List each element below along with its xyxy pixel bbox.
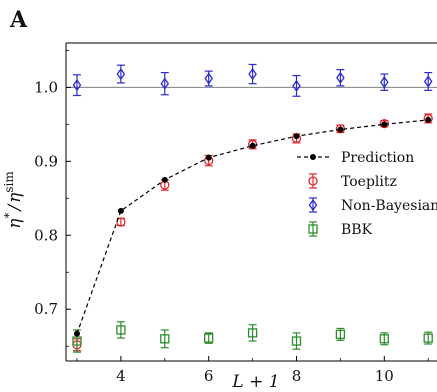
series-non-bayesian — [72, 63, 433, 97]
legend-entry-bbk: BBK — [308, 221, 373, 238]
x-tick-label: 8 — [292, 367, 302, 385]
non-bayesian-point — [380, 76, 389, 89]
prediction-point — [381, 121, 388, 128]
y-axis-label-sim: sim — [2, 171, 16, 193]
prediction-point — [425, 116, 432, 123]
bbk-point — [247, 328, 258, 338]
legend-swatch-marker — [308, 198, 318, 212]
x-tick-label: 10 — [375, 367, 394, 385]
svg-text:η*/ηsim: η*/ηsim — [2, 171, 25, 229]
legend-swatch-marker — [308, 176, 318, 186]
bbk-point — [291, 336, 302, 346]
prediction-point — [337, 126, 344, 133]
series-prediction — [73, 116, 432, 337]
non-bayesian-point — [160, 77, 170, 90]
bbk-point — [160, 334, 170, 344]
y-axis-label-slash: / — [5, 203, 25, 213]
prediction-point — [293, 133, 300, 140]
legend-entry-toeplitz: Toeplitz — [308, 173, 397, 190]
x-tick-label: 6 — [204, 367, 214, 385]
non-bayesian-point — [116, 67, 126, 81]
legend: Prediction Toeplitz Non-Bayesian BBK — [297, 150, 437, 238]
non-bayesian-point — [423, 75, 433, 88]
bbk-point — [379, 334, 389, 344]
non-bayesian-point — [72, 79, 82, 92]
prediction-point — [205, 154, 212, 161]
toeplitz-point — [116, 217, 126, 227]
legend-swatch-marker — [308, 224, 318, 234]
series-bbk — [72, 321, 433, 353]
y-tick-label: 0.9 — [34, 152, 58, 170]
legend-entry-non-bayesian: Non-Bayesian — [308, 197, 437, 214]
panel-label: A — [9, 7, 28, 33]
non-bayesian-point — [248, 67, 257, 81]
prediction-point — [117, 207, 124, 214]
legend-label: BBK — [341, 222, 373, 238]
y-axis-label-eta: η — [5, 218, 25, 229]
y-tick-label: 1.0 — [34, 78, 58, 96]
bbk-point — [72, 336, 82, 346]
prediction-point — [161, 176, 168, 183]
prediction-point — [73, 330, 80, 337]
prediction-point — [249, 142, 256, 149]
legend-label: Non-Bayesian — [341, 198, 437, 214]
plot-area: 4 6 8 10 0.7 0.8 0.9 1.0 — [34, 42, 437, 385]
y-tick-label: 0.7 — [34, 300, 58, 318]
non-bayesian-point — [204, 72, 213, 85]
y-axis-label-eta2: η — [5, 192, 25, 203]
legend-swatch-marker — [310, 154, 316, 160]
bbk-point — [204, 333, 214, 343]
y-axis-label-star: * — [2, 213, 16, 219]
x-tick-label: 4 — [116, 367, 126, 385]
bbk-point — [116, 325, 126, 335]
legend-entry-prediction: Prediction — [297, 150, 414, 166]
y-tick-label: 0.8 — [34, 226, 58, 244]
non-bayesian-point — [292, 79, 301, 93]
legend-label: Toeplitz — [341, 174, 397, 190]
non-bayesian-point — [336, 71, 345, 84]
x-axis-label: L + 1 — [231, 372, 279, 392]
bbk-point — [335, 329, 346, 340]
y-axis-label: η*/ηsim — [2, 171, 25, 229]
bbk-point — [423, 333, 433, 343]
legend-label: Prediction — [341, 150, 414, 166]
prediction-line — [76, 119, 429, 334]
